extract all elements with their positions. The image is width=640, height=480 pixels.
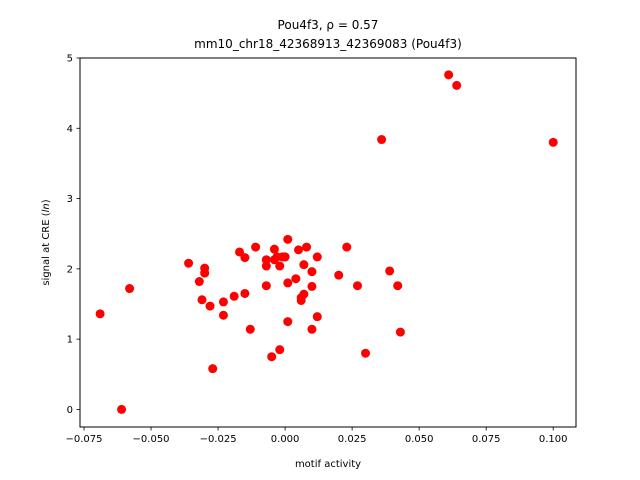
data-point xyxy=(299,260,309,270)
data-point xyxy=(307,324,317,334)
data-point xyxy=(275,261,285,271)
data-point xyxy=(261,281,271,291)
y-axis-label: signal at CRE (ln) xyxy=(41,199,52,285)
data-point xyxy=(283,278,293,288)
data-point xyxy=(117,404,127,414)
data-point xyxy=(200,263,210,273)
chart-title: Pou4f3, ρ = 0.57 mm10_chr18_42368913_423… xyxy=(194,18,462,51)
data-point xyxy=(229,291,239,301)
data-point xyxy=(548,137,558,147)
y-tick-label: 4 xyxy=(67,124,73,135)
data-point xyxy=(395,327,405,337)
y-tick-label: 0 xyxy=(67,405,73,416)
data-point xyxy=(385,266,395,276)
data-point xyxy=(251,242,261,252)
x-axis-ticks: −0.075 −0.050 −0.025 0.000 0.025 0.050 0.075 0.… xyxy=(66,427,568,445)
x-tick-label: 0.075 xyxy=(472,434,501,445)
data-point xyxy=(302,242,312,252)
x-tick-label: −0.050 xyxy=(133,434,170,445)
y-tick-label: 2 xyxy=(67,264,73,275)
y-axis-ticks: 0 1 2 3 4 5 xyxy=(67,54,80,416)
data-point xyxy=(205,301,215,311)
x-tick-label: 0.025 xyxy=(338,434,367,445)
data-point xyxy=(240,253,250,263)
data-point xyxy=(218,297,228,307)
data-point xyxy=(361,348,371,358)
data-point xyxy=(291,274,301,284)
data-point xyxy=(95,309,105,319)
data-point xyxy=(269,244,279,254)
data-point xyxy=(307,281,317,291)
data-point xyxy=(294,245,304,255)
data-point xyxy=(267,352,277,362)
x-axis-label: motif activity xyxy=(295,459,361,470)
data-point xyxy=(280,252,290,262)
data-points xyxy=(95,70,558,414)
data-point xyxy=(393,281,403,291)
y-tick-label: 5 xyxy=(67,54,73,65)
data-point xyxy=(235,247,245,257)
data-point xyxy=(240,288,250,298)
data-point xyxy=(245,324,255,334)
data-point xyxy=(342,242,352,252)
data-point xyxy=(377,135,387,145)
y-tick-label: 1 xyxy=(67,335,73,346)
data-point xyxy=(444,70,454,80)
x-tick-label: −0.075 xyxy=(66,434,103,445)
plot-area-frame xyxy=(79,57,577,428)
data-point xyxy=(352,281,362,291)
data-point xyxy=(283,234,293,244)
data-point xyxy=(299,289,309,299)
x-tick-label: 0.000 xyxy=(271,434,300,445)
data-point xyxy=(261,261,271,271)
data-point xyxy=(283,317,293,327)
data-point xyxy=(218,310,228,320)
data-point xyxy=(452,80,462,90)
data-point xyxy=(312,252,322,262)
data-point xyxy=(312,312,322,322)
chart-title-line2: mm10_chr18_42368913_42369083 (Pou4f3) xyxy=(194,37,462,51)
x-tick-label: 0.100 xyxy=(539,434,568,445)
chart-title-line1: Pou4f3, ρ = 0.57 xyxy=(278,18,379,32)
data-point xyxy=(184,258,194,268)
data-point xyxy=(194,277,204,287)
data-point xyxy=(125,284,135,294)
data-point xyxy=(197,295,207,305)
x-tick-label: −0.025 xyxy=(200,434,237,445)
y-tick-label: 3 xyxy=(67,194,73,205)
data-point xyxy=(334,270,344,280)
data-point xyxy=(275,345,285,355)
data-point xyxy=(208,364,218,374)
x-tick-label: 0.050 xyxy=(405,434,434,445)
data-point xyxy=(307,267,317,277)
data-point xyxy=(261,255,271,265)
